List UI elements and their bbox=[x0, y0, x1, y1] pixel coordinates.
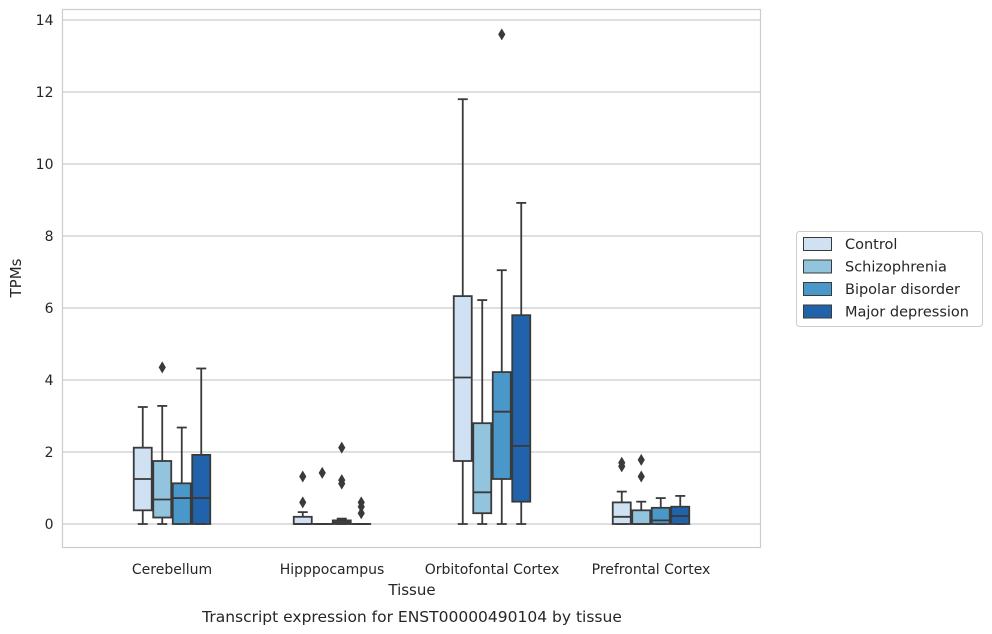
x-tick-label: Cerebellum bbox=[132, 562, 212, 578]
legend-swatch bbox=[803, 282, 832, 296]
outlier-point bbox=[637, 470, 645, 483]
y-tick-label: 4 bbox=[45, 373, 54, 389]
legend-label: Bipolar disorder bbox=[845, 282, 960, 298]
box bbox=[452, 295, 473, 462]
x-tick-labels: Cerebellum Hipppocampus Orbitofontal Corte… bbox=[132, 562, 710, 578]
box bbox=[650, 506, 671, 525]
box bbox=[292, 515, 313, 525]
axes-frame bbox=[61, 8, 762, 549]
box-groups bbox=[132, 28, 691, 525]
box-group bbox=[611, 453, 691, 525]
chart-title: Transcript expression for ENST0000049010… bbox=[201, 608, 622, 626]
box-group bbox=[452, 28, 532, 525]
box-group bbox=[292, 441, 372, 525]
outlier-point bbox=[498, 28, 506, 41]
grid-lines bbox=[62, 19, 761, 525]
x-tick-label: Orbitofontal Cortex bbox=[425, 562, 560, 578]
y-tick-label: 6 bbox=[45, 301, 54, 317]
y-tick-label: 2 bbox=[45, 445, 54, 461]
y-axis-label: TPMs bbox=[7, 258, 25, 298]
box bbox=[491, 371, 512, 480]
outlier-point bbox=[338, 441, 346, 454]
y-tick-label: 10 bbox=[36, 157, 54, 173]
legend-label: Schizophrenia bbox=[845, 260, 947, 276]
outlier-point bbox=[357, 496, 365, 509]
x-tick-label: Hipppocampus bbox=[280, 562, 385, 578]
box bbox=[191, 453, 212, 525]
y-tick-label: 12 bbox=[36, 85, 54, 101]
legend-label: Control bbox=[845, 237, 897, 253]
outlier-point bbox=[618, 456, 626, 469]
x-axis-label: Tissue bbox=[387, 581, 435, 599]
legend-swatch bbox=[803, 304, 832, 319]
legend-label: Major depression bbox=[845, 305, 969, 321]
outlier-point bbox=[299, 470, 307, 483]
box bbox=[631, 509, 652, 525]
y-tick-label: 8 bbox=[45, 229, 54, 245]
legend-swatch bbox=[803, 259, 832, 274]
outlier-point bbox=[637, 453, 645, 466]
outlier-point bbox=[338, 474, 346, 487]
legend-frame bbox=[796, 231, 983, 327]
outlier-point bbox=[158, 361, 166, 374]
outlier-point bbox=[299, 496, 307, 509]
outlier-point bbox=[318, 466, 326, 479]
x-tick-label: Prefrontal Cortex bbox=[592, 562, 711, 578]
y-tick-labels: 0 2 4 6 8 10 12 14 bbox=[36, 13, 54, 533]
box bbox=[171, 482, 192, 525]
outlier-point bbox=[357, 507, 365, 520]
box-group bbox=[132, 361, 212, 525]
legend-swatch bbox=[803, 237, 832, 251]
box bbox=[611, 501, 632, 525]
y-tick-label: 14 bbox=[36, 13, 54, 29]
y-tick-label: 0 bbox=[45, 517, 54, 533]
box bbox=[152, 460, 173, 519]
box bbox=[511, 314, 532, 503]
legend: Control Schizophrenia Bipolar disorder Majo… bbox=[796, 231, 983, 327]
box bbox=[472, 422, 493, 515]
